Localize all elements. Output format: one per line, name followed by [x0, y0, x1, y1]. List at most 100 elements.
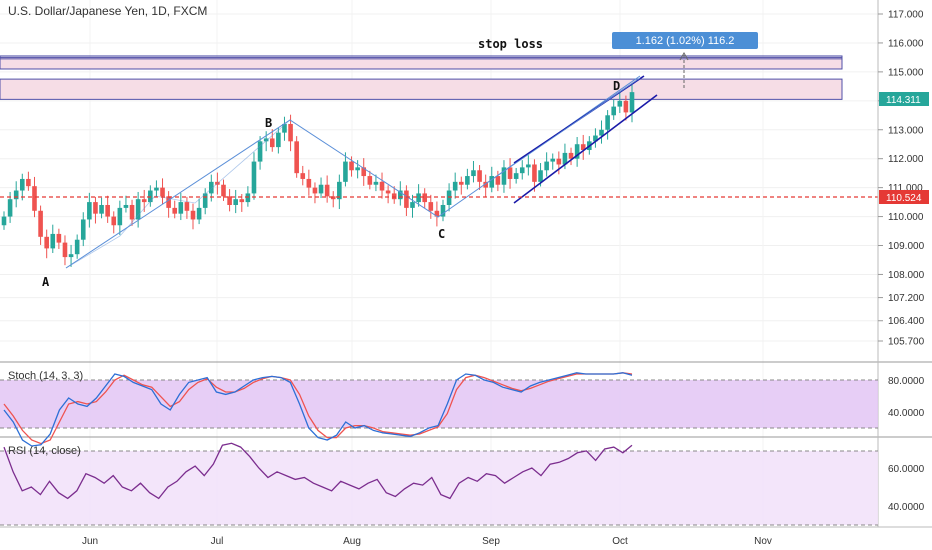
- candle-body: [556, 158, 562, 165]
- candle-body: [221, 184, 226, 197]
- candle-body: [154, 187, 159, 191]
- candle-body: [196, 207, 202, 220]
- stop-zone-2: [0, 78, 843, 100]
- point-b-label: B: [265, 116, 272, 130]
- candle-body: [349, 161, 354, 171]
- candle-body: [178, 202, 184, 214]
- candle-body: [135, 199, 141, 220]
- candle-body: [629, 92, 635, 113]
- rsi-line: [3, 442, 633, 500]
- candle-body: [538, 170, 543, 182]
- candle-body: [513, 173, 519, 179]
- stop-zone-1: [0, 56, 843, 70]
- candle-body: [93, 202, 98, 214]
- candle-body: [294, 141, 299, 174]
- point-c-label: C: [438, 227, 445, 241]
- candle-body: [324, 184, 330, 197]
- channel-lower: [513, 94, 658, 204]
- candle-body: [56, 233, 62, 243]
- candle-body: [355, 167, 360, 171]
- candle-body: [166, 196, 171, 208]
- candle-body: [306, 178, 312, 188]
- candle-body: [483, 181, 488, 188]
- candle-body: [605, 115, 610, 130]
- last-price-text: 114.311: [886, 95, 921, 106]
- measure-label-box: [612, 32, 758, 49]
- candle-body: [190, 210, 196, 220]
- price-tick-label: 108.000: [888, 270, 925, 281]
- stoch-label: Stoch (14, 3, 3): [8, 370, 83, 382]
- measure-label: 1.162 (1.02%) 116.2: [636, 35, 735, 47]
- price-tick-label: 106.400: [888, 316, 925, 327]
- chart-title: U.S. Dollar/Japanese Yen, 1D, FXCM: [8, 4, 207, 18]
- point-a-label: A: [42, 275, 50, 289]
- candle-body: [269, 138, 275, 148]
- candle-body: [38, 210, 43, 237]
- rsi-tick-40: 40.0000: [888, 502, 925, 513]
- price-tick-label: 105.700: [888, 337, 925, 348]
- candle-body: [611, 106, 617, 116]
- candle-body: [50, 233, 56, 249]
- stop-zone-top-edge: [0, 55, 843, 60]
- candle-body: [105, 204, 110, 217]
- candle-body: [568, 152, 574, 159]
- candle-body: [239, 199, 245, 203]
- candle-body: [367, 176, 373, 185]
- candle-body: [111, 216, 117, 226]
- candle-body: [300, 173, 306, 179]
- stoch-k-line: [3, 372, 633, 447]
- price-tick-label: 113.000: [888, 125, 924, 136]
- candle-body: [477, 170, 482, 182]
- price-tick-label: 115.000: [888, 67, 924, 78]
- last-price-badge: [879, 92, 929, 106]
- candle-body: [385, 190, 391, 194]
- candle-body: [428, 202, 434, 211]
- candle-body: [434, 210, 440, 217]
- stoch-band: [0, 380, 878, 428]
- candle-body: [526, 164, 531, 168]
- rsi-band: [0, 451, 878, 525]
- candles: [1, 84, 635, 267]
- candle-body: [172, 207, 178, 214]
- candle-body: [544, 161, 549, 171]
- candle-body: [184, 202, 190, 211]
- candle-body: [80, 219, 86, 240]
- candle-body: [74, 239, 80, 255]
- candle-body: [276, 132, 281, 148]
- candle-body: [1, 216, 7, 226]
- candle-body: [574, 144, 580, 159]
- candle-body: [617, 100, 623, 107]
- time-tick-label: Jul: [211, 536, 224, 547]
- candle-body: [318, 184, 324, 194]
- candle-body: [288, 123, 293, 142]
- candle-body: [391, 193, 397, 200]
- candle-body: [68, 254, 74, 258]
- candle-body: [410, 202, 415, 208]
- candle-body: [440, 204, 446, 217]
- pattern-lines: [65, 75, 658, 269]
- price-tick-label: 110.000: [888, 212, 924, 223]
- candle-body: [251, 161, 257, 194]
- candle-body: [7, 199, 13, 217]
- candle-body: [562, 152, 568, 165]
- stoch-d-line: [3, 372, 633, 445]
- candle-body: [519, 167, 525, 174]
- candle-body: [343, 161, 348, 182]
- candle-body: [489, 176, 495, 188]
- time-tick-label: Oct: [612, 536, 628, 547]
- time-axis: Jun Jul Aug Sep Oct Nov: [82, 536, 772, 547]
- candle-body: [446, 190, 452, 205]
- price-tick-label: 111.000: [888, 183, 923, 194]
- price-tick-label: 117.000: [888, 10, 924, 21]
- rsi-label: RSI (14, close): [8, 445, 81, 457]
- candle-body: [337, 181, 342, 200]
- price-tick-label: 116.000: [888, 38, 924, 49]
- point-d-label: D: [613, 79, 620, 93]
- support-level-text: 110.524: [886, 193, 922, 204]
- candle-body: [312, 187, 318, 194]
- candle-body: [44, 236, 49, 249]
- candle-body: [209, 181, 214, 194]
- time-tick-label: Sep: [482, 536, 500, 547]
- candle-body: [257, 141, 263, 162]
